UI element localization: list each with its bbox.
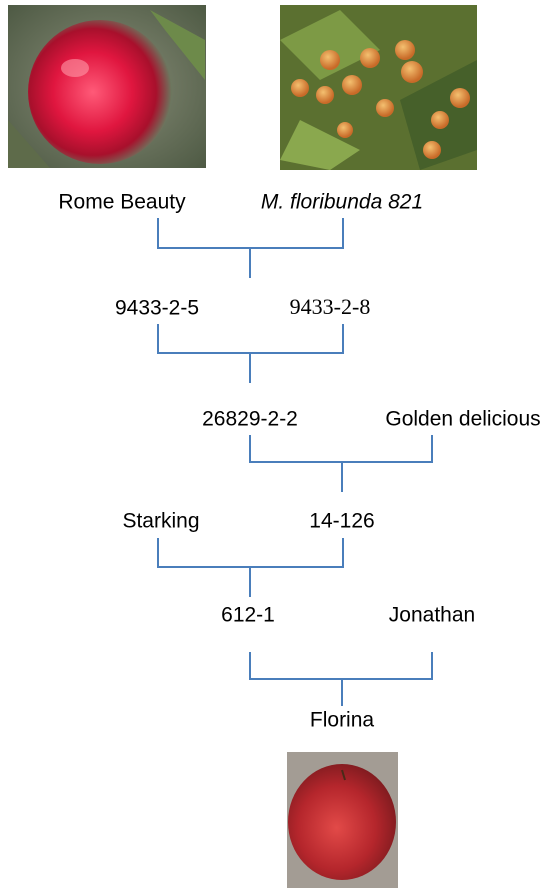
- pedigree-diagram: Rome Beauty M. floribunda 821 9433-2-5 9…: [0, 0, 552, 890]
- photo-rome-beauty: [8, 5, 206, 168]
- node-label: 612-1: [221, 604, 275, 627]
- page: {"nodes": [ {"label": "Rome Beauty"}, {"…: [0, 0, 552, 890]
- node-label: Rome Beauty: [58, 191, 186, 214]
- connector: [250, 652, 432, 706]
- photo-florina: [287, 752, 398, 888]
- node-label: M. floribunda 821: [261, 191, 423, 214]
- connector: [250, 435, 432, 492]
- node-label: Florina: [310, 709, 375, 732]
- node-label: Golden delicious: [385, 408, 540, 431]
- node-label: 26829-2-2: [202, 408, 298, 431]
- node-label: Starking: [122, 510, 199, 533]
- connector: [158, 324, 343, 383]
- node-label: 9433-2-5: [115, 297, 199, 320]
- node-label: Jonathan: [389, 604, 475, 627]
- photo-floribunda: [280, 5, 477, 170]
- node-label: 14-126: [309, 510, 374, 533]
- node-label: 9433-2-8: [290, 294, 371, 319]
- connector: [158, 218, 343, 278]
- connector: [158, 538, 343, 597]
